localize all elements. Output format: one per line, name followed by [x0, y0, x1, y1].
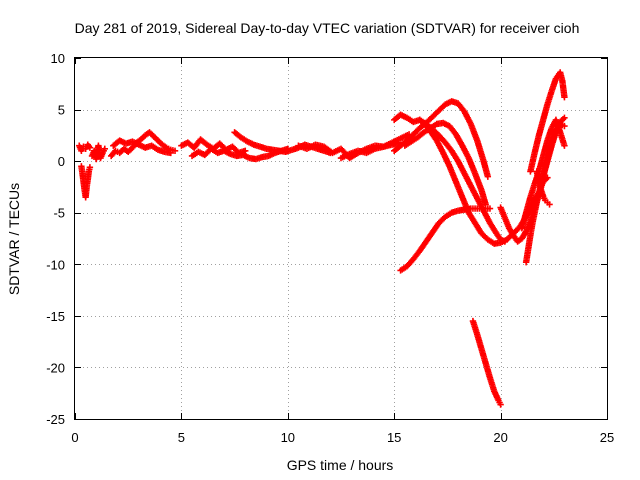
- x-tick-label: 0: [71, 430, 78, 445]
- series-arc-2: [78, 163, 94, 201]
- data-point: [561, 142, 568, 149]
- x-axis-label: GPS time / hours: [287, 457, 394, 473]
- data-point: [561, 114, 568, 122]
- series-arc-16: [469, 317, 504, 408]
- y-axis-label: SDTVAR / TECUs: [6, 183, 22, 295]
- y-tick-label: 5: [58, 103, 65, 118]
- series-arc-19: [527, 69, 568, 175]
- y-tick-label: -10: [46, 257, 65, 272]
- series-arc-13: [401, 119, 489, 208]
- data-point: [546, 201, 553, 208]
- x-tick-label: 25: [600, 430, 614, 445]
- y-tick-label: 0: [58, 154, 65, 169]
- series-arc-10: [337, 139, 402, 162]
- y-tick-labels: -25 -20 -15 -10 -5 0 5 10: [46, 51, 65, 427]
- plot-frame: [74, 57, 608, 420]
- y-tick-label: -15: [46, 309, 65, 324]
- data-point: [171, 147, 179, 155]
- y-tick-label: -25: [46, 412, 65, 427]
- y-tick-label: 10: [51, 51, 65, 66]
- data-point: [561, 122, 568, 130]
- series-arc-15: [397, 205, 494, 274]
- x-tick-label: 15: [387, 430, 401, 445]
- series-arc-21: [533, 168, 553, 208]
- y-tick-label: -20: [46, 360, 65, 375]
- data-point: [486, 205, 494, 212]
- x-tick-labels: 0 5 10 15 20 25: [71, 430, 614, 445]
- data-point: [561, 93, 568, 101]
- data-point: [86, 144, 94, 151]
- series-arc-1: [76, 141, 94, 155]
- series-arc-3: [88, 142, 108, 163]
- data-point: [101, 145, 108, 152]
- series-arc-5: [110, 137, 174, 157]
- series-arc-20: [518, 116, 568, 232]
- x-tick-label: 10: [281, 430, 295, 445]
- series-arc-7: [188, 145, 291, 163]
- data-point: [484, 173, 492, 180]
- data-point: [86, 164, 94, 171]
- y-tick-label: -5: [53, 206, 65, 221]
- x-tick-label: 5: [178, 430, 185, 445]
- chart-title: Day 281 of 2019, Sidereal Day-to-day VTE…: [75, 20, 580, 36]
- data-point: [167, 149, 174, 157]
- axis-ticks: [75, 58, 608, 420]
- x-tick-label: 20: [493, 430, 507, 445]
- data-point: [497, 401, 504, 408]
- data-series: [76, 69, 568, 408]
